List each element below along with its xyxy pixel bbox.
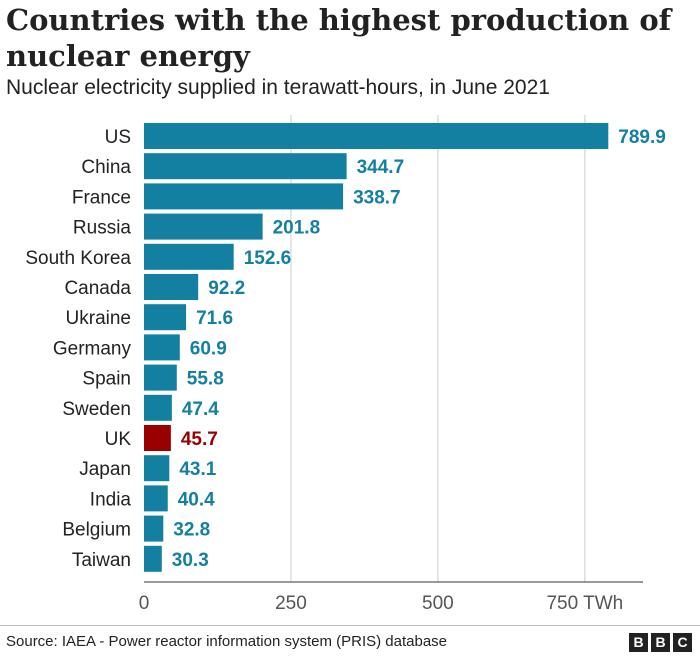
- logo-letter: B: [629, 633, 648, 652]
- value-label: 152.6: [244, 248, 292, 269]
- value-label: 43.1: [179, 459, 216, 480]
- bar-spain: [144, 364, 177, 391]
- bar-chart: US 789.9 China 344.7 France 338.7 Russia 201.8 S…: [25, 115, 666, 614]
- x-tick-label: 0: [139, 593, 150, 614]
- x-tick-label: 250: [275, 593, 307, 614]
- value-label: 60.9: [190, 338, 227, 359]
- category-label: UK: [105, 429, 132, 450]
- category-label: Japan: [79, 459, 131, 480]
- value-label: 32.8: [173, 520, 210, 541]
- category-label: Belgium: [62, 520, 131, 541]
- bbc-logo: B B C: [629, 633, 692, 652]
- value-label: 344.7: [357, 157, 405, 178]
- bar-france: [144, 183, 344, 210]
- logo-letter: B: [651, 633, 670, 652]
- bar-canada: [144, 274, 199, 300]
- category-label: Russia: [73, 218, 132, 239]
- source-note: Source: IAEA - Power reactor information…: [6, 633, 448, 650]
- category-label: Germany: [53, 338, 132, 359]
- bar-germany: [144, 334, 180, 361]
- category-label: Spain: [82, 369, 131, 390]
- value-label: 92.2: [208, 278, 245, 299]
- bar-south-korea: [144, 243, 234, 270]
- value-label: 338.7: [353, 187, 401, 208]
- bar-japan: [144, 455, 170, 482]
- category-label: China: [81, 157, 131, 178]
- value-label: 47.4: [182, 399, 219, 420]
- category-label: South Korea: [25, 248, 131, 269]
- value-label: 201.8: [273, 218, 321, 239]
- category-label: Taiwan: [72, 550, 131, 571]
- bar-uk: [144, 425, 171, 451]
- chart-title: Countries with the highest production of…: [6, 3, 672, 73]
- x-tick-label: 750 TWh: [546, 593, 623, 614]
- value-label: 789.9: [618, 127, 666, 148]
- bar-taiwan: [144, 545, 162, 572]
- bar-sweden: [144, 394, 172, 421]
- bar-ukraine: [144, 304, 187, 331]
- value-label: 45.7: [181, 429, 218, 450]
- value-label: 55.8: [187, 369, 224, 390]
- category-label: US: [105, 127, 131, 148]
- chart-subtitle: Nuclear electricity supplied in terawatt…: [6, 76, 550, 99]
- value-label: 71.6: [196, 308, 233, 329]
- footer-divider: [0, 625, 700, 626]
- x-tick-label: 500: [422, 593, 454, 614]
- bar-india: [144, 485, 168, 512]
- bar-belgium: [144, 515, 164, 542]
- logo-letter: C: [673, 633, 692, 652]
- category-label: Canada: [64, 278, 131, 299]
- bar-us: [144, 123, 609, 149]
- category-label: Sweden: [62, 399, 131, 420]
- bar-russia: [144, 213, 263, 240]
- value-label: 40.4: [178, 489, 215, 510]
- value-label: 30.3: [172, 550, 209, 571]
- category-label: Ukraine: [66, 308, 131, 329]
- bar-china: [144, 153, 347, 180]
- category-label: France: [72, 187, 131, 208]
- category-label: India: [90, 489, 132, 510]
